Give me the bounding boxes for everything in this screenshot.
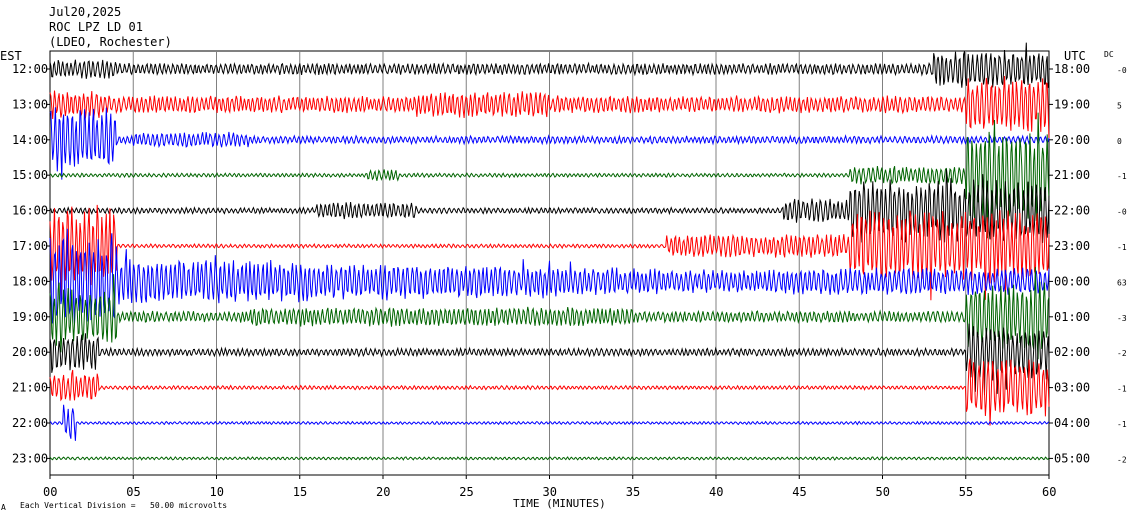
est-label: 20:00 [12,345,48,359]
header-date: Jul20,2025 [49,5,121,19]
est-label: 23:00 [12,451,48,465]
trace-1700 [49,204,1050,302]
est-label: 14:00 [12,133,48,147]
est-label: 13:00 [12,97,48,111]
trace-2100 [49,358,1050,426]
dc-offset-label: -1 [1117,420,1127,429]
x-tick-label: 25 [459,485,473,499]
seismic-traces [49,42,1050,461]
x-tick-label: 15 [293,485,307,499]
footer-scale-note: Each Vertical Division = 50.00 microvolt… [20,501,227,510]
x-tick-label: 30 [543,485,557,499]
dc-offset-label: 0 [1117,137,1122,146]
x-tick-label: 55 [959,485,973,499]
dc-offset-label: -2 [1117,349,1127,358]
utc-label: 23:00 [1054,239,1090,253]
vertical-gridlines [132,51,967,475]
trace-1900 [49,267,1050,360]
footer-mark: A [1,503,6,512]
dc-offset-label: -0 [1117,66,1127,75]
trace-1400 [49,107,1050,180]
dc-title: DC [1104,50,1114,59]
x-tick-label: 20 [376,485,390,499]
dc-offset-label: -2 [1117,455,1127,464]
trace-2200 [49,404,1050,441]
right-axis-title: UTC [1064,49,1086,63]
trace-2300 [49,455,1050,461]
x-axis-label: TIME (MINUTES) [513,497,606,510]
utc-label: 18:00 [1054,62,1090,76]
est-label: 18:00 [12,274,48,288]
dc-offset-label: -1 [1117,385,1127,394]
est-label: 19:00 [12,310,48,324]
x-axis: 00 05 10 15 20 25 30 35 40 45 50 55 60 [43,475,1056,499]
trace-1600 [49,169,1050,244]
utc-label: 03:00 [1054,381,1090,395]
x-tick-label: 10 [210,485,224,499]
utc-label: 22:00 [1054,204,1090,218]
x-tick-label: 05 [126,485,140,499]
est-label: 16:00 [12,204,48,218]
trace-1800 [49,228,1050,325]
utc-label: 20:00 [1054,133,1090,147]
trace-1200 [49,42,1050,88]
est-label: 12:00 [12,62,48,76]
est-label: 22:00 [12,416,48,430]
dc-offset-label: 5 [1117,101,1122,110]
x-tick-label: 45 [792,485,806,499]
utc-label: 04:00 [1054,416,1090,430]
utc-label: 01:00 [1054,310,1090,324]
est-label: 21:00 [12,381,48,395]
trace-1300 [49,75,1050,140]
dc-offset-label: -0 [1117,208,1127,217]
dc-offset-label: 63 [1117,278,1127,287]
dc-offset-label: -1 [1117,243,1127,252]
x-tick-label: 00 [43,485,57,499]
header-network: (LDEO, Rochester) [49,35,172,49]
est-label: 17:00 [12,239,48,253]
x-tick-label: 40 [709,485,723,499]
utc-label: 19:00 [1054,97,1090,111]
utc-label: 02:00 [1054,345,1090,359]
utc-label: 05:00 [1054,451,1090,465]
left-axis-title: EST [0,49,22,63]
dc-offset-label: -1 [1117,172,1127,181]
dc-offset-label: -3 [1117,314,1127,323]
time-labels: 12:00 18:00 -0 13:00 19:00 5 14:00 20:00 0 15:00 2… [12,62,1127,465]
x-tick-label: 60 [1042,485,1056,499]
trace-1500 [49,112,1050,239]
x-tick-label: 50 [876,485,890,499]
utc-label: 21:00 [1054,168,1090,182]
trace-2000 [49,323,1050,396]
header-station: ROC LPZ LD 01 [49,20,143,34]
x-tick-label: 35 [626,485,640,499]
est-label: 15:00 [12,168,48,182]
utc-label: 00:00 [1054,274,1090,288]
